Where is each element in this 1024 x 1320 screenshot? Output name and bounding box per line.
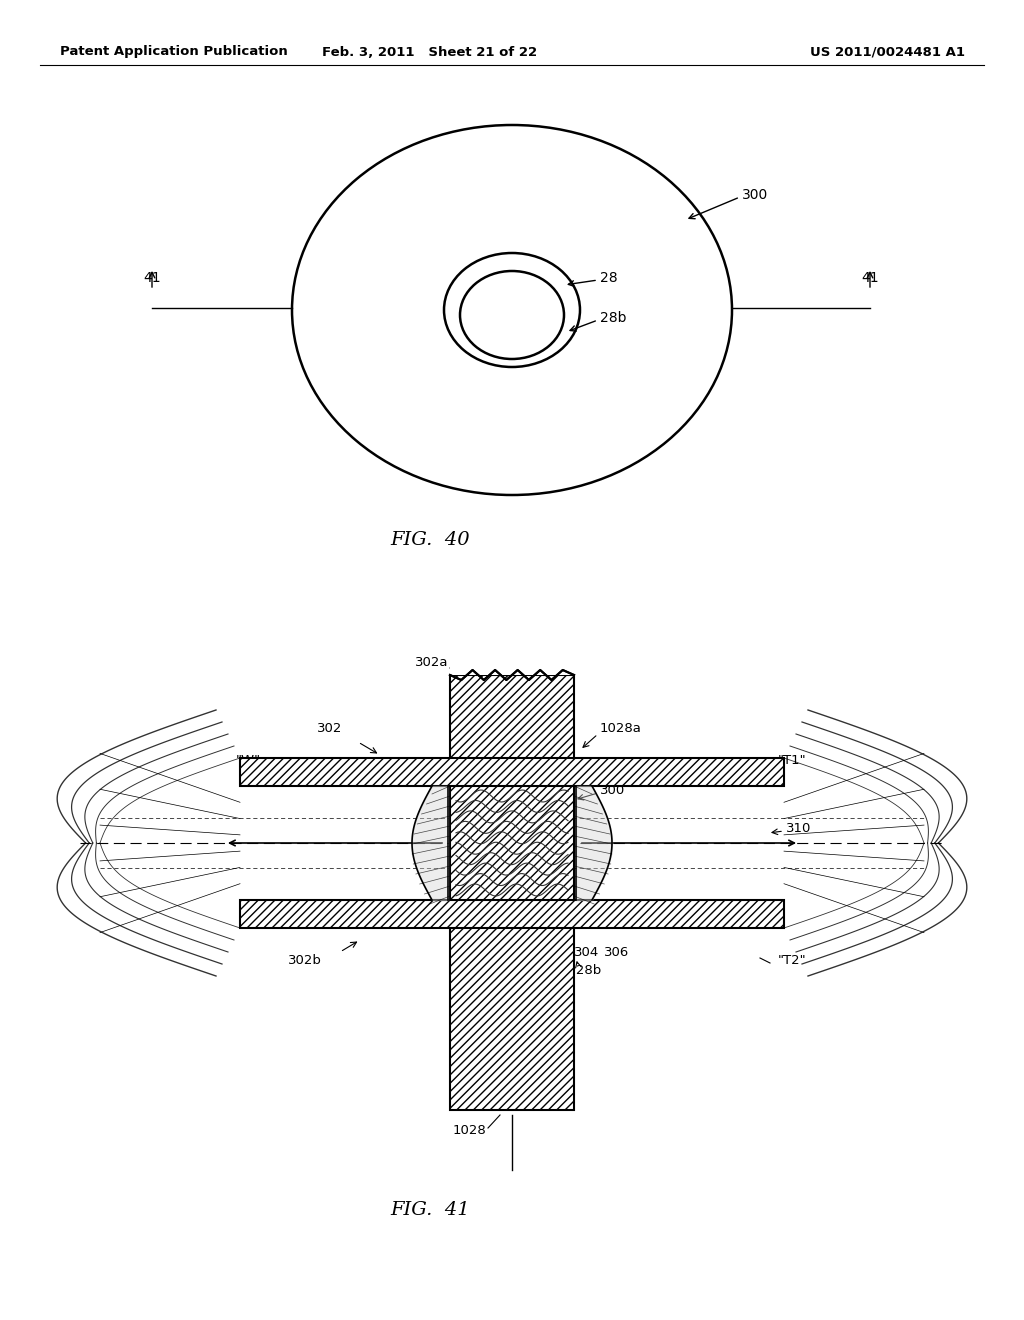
Text: 300: 300 (600, 784, 626, 796)
Text: 28b: 28b (600, 312, 627, 325)
Text: FIG.  40: FIG. 40 (390, 531, 470, 549)
Text: FIG.  41: FIG. 41 (390, 1201, 470, 1218)
Text: 302b: 302b (288, 953, 322, 966)
Bar (450, 655, 574, 675)
Text: US 2011/0024481 A1: US 2011/0024481 A1 (810, 45, 965, 58)
Text: Feb. 3, 2011   Sheet 21 of 22: Feb. 3, 2011 Sheet 21 of 22 (323, 45, 538, 58)
Text: 41: 41 (143, 271, 161, 285)
Bar (240, 758, 784, 785)
Text: 302a: 302a (415, 656, 449, 669)
Text: 1028b: 1028b (560, 964, 602, 977)
Text: 41: 41 (861, 271, 879, 285)
Text: 300: 300 (742, 187, 768, 202)
Text: 310: 310 (786, 821, 811, 834)
Text: 1028: 1028 (453, 1123, 486, 1137)
Bar (450, 675, 574, 1110)
Text: 304: 304 (574, 945, 599, 958)
Text: 306: 306 (604, 945, 630, 958)
Bar (240, 900, 784, 928)
Text: "W": "W" (236, 754, 260, 767)
Text: 302: 302 (317, 722, 343, 734)
Text: 1028a: 1028a (600, 722, 642, 734)
Text: "T1": "T1" (778, 754, 807, 767)
Text: "T2": "T2" (778, 953, 807, 966)
Text: Patent Application Publication: Patent Application Publication (60, 45, 288, 58)
Text: 28: 28 (600, 271, 617, 285)
